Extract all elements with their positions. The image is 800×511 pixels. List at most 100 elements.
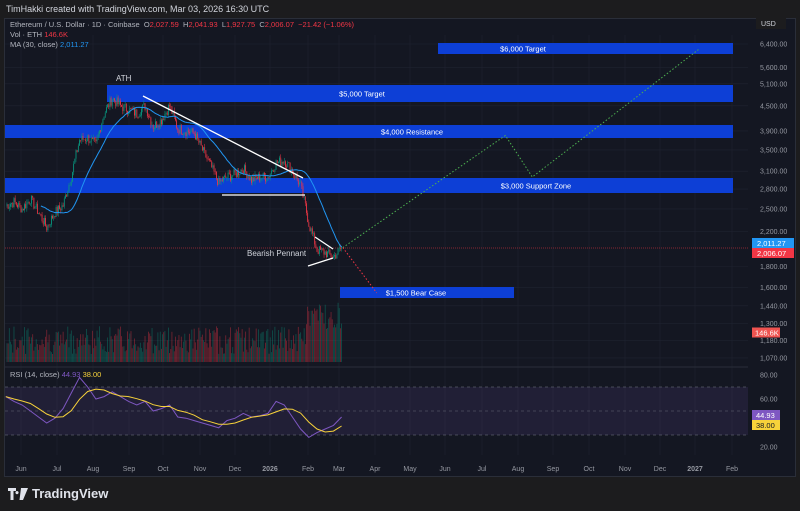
candle [265, 176, 266, 182]
volume-bar [232, 347, 234, 362]
volume-bar [208, 329, 210, 362]
zone-box[interactable] [340, 287, 514, 298]
volume-bar [315, 310, 317, 362]
candle [311, 228, 313, 234]
volume-bar [324, 304, 326, 362]
candle [171, 106, 173, 114]
volume-bar [127, 331, 128, 362]
candle [330, 254, 332, 258]
volume-bar [279, 348, 280, 362]
bullish-projection[interactable] [342, 49, 699, 249]
candle [44, 218, 45, 225]
zone-box[interactable] [438, 43, 733, 54]
volume-value: 146.6K [44, 30, 68, 39]
candle [128, 113, 130, 115]
volume-bar [148, 331, 149, 362]
candle [297, 179, 299, 185]
volume-bar [300, 332, 302, 362]
candle [285, 161, 286, 167]
candle [31, 196, 32, 204]
volume-bar [120, 326, 121, 362]
volume-bar [82, 334, 84, 362]
time-tick: 2026 [262, 466, 278, 473]
volume-bar [103, 346, 105, 362]
candle [241, 169, 243, 172]
candle [288, 162, 290, 164]
candle [176, 120, 178, 128]
candle [124, 103, 126, 105]
volume-bar [281, 326, 283, 362]
currency-badge[interactable] [756, 17, 786, 29]
volume-bar [266, 330, 268, 362]
candle [45, 218, 46, 226]
zone-box[interactable] [5, 178, 733, 193]
zone-box[interactable] [5, 125, 733, 138]
tradingview-logo-text: TradingView [32, 486, 109, 501]
volume-bar [299, 333, 300, 362]
volume-bar [192, 348, 194, 362]
candle [69, 185, 71, 186]
tradingview-logo[interactable]: TradingView [8, 486, 108, 501]
currency-label: USD [761, 21, 776, 28]
candle [168, 105, 169, 116]
bear-projection[interactable] [342, 247, 378, 294]
candle [34, 207, 36, 209]
candle [125, 103, 127, 112]
rsi-tick: 20.00 [760, 445, 778, 452]
candle [7, 204, 9, 209]
volume-bar [295, 334, 297, 362]
volume-bar [178, 335, 180, 362]
symbol-name[interactable]: Ethereum / U.S. Dollar · 1D · Coinbase [10, 20, 140, 29]
candle [263, 172, 265, 177]
candle [137, 117, 139, 118]
candle [86, 140, 87, 142]
candle [40, 214, 42, 215]
volume-bar [213, 330, 215, 362]
pennant-upper[interactable] [314, 236, 334, 250]
candle [166, 112, 168, 116]
volume-label[interactable]: Vol · ETH [10, 30, 43, 39]
pennant-lower[interactable] [307, 257, 334, 267]
candle [178, 130, 180, 134]
candle [341, 247, 342, 249]
volume-bar [189, 333, 190, 362]
volume-bar [278, 330, 279, 362]
volume-bar [56, 332, 58, 362]
volume-bar [252, 338, 254, 362]
volume-bar [33, 350, 35, 362]
volume-bar [317, 320, 319, 362]
volume-bar [60, 334, 62, 362]
candle [295, 174, 297, 179]
descending-trendline[interactable] [142, 95, 304, 179]
ma-label[interactable]: MA (30, close) [10, 40, 58, 49]
candle [310, 228, 312, 232]
rsi-badge [752, 410, 780, 420]
price-tick: 6,400.00 [760, 42, 787, 49]
zone-box[interactable] [107, 85, 733, 102]
candle [148, 116, 149, 117]
candle [46, 225, 48, 231]
volume-bar [225, 335, 227, 362]
volume-bar [330, 312, 332, 362]
volume-bar [8, 328, 10, 362]
candle [316, 247, 318, 252]
volume-bar [118, 329, 120, 362]
volume-bar [282, 347, 284, 362]
volume-bar [186, 350, 188, 362]
candle [302, 186, 304, 198]
volume-bar [321, 312, 323, 362]
time-tick: Jul [53, 466, 62, 473]
rsi-label[interactable]: RSI (14, close) [10, 370, 60, 379]
volume-bar [215, 326, 217, 362]
volume-bar [272, 330, 273, 362]
volume-bar [285, 338, 286, 362]
candle [27, 201, 29, 203]
volume-bar [146, 342, 148, 362]
volume-bar [180, 336, 182, 362]
zones: $6,000 Target $5,000 Target $4,000 Resista… [5, 43, 733, 298]
candle [261, 177, 263, 179]
candle [280, 157, 282, 166]
candle [143, 103, 145, 105]
candle [207, 158, 209, 160]
